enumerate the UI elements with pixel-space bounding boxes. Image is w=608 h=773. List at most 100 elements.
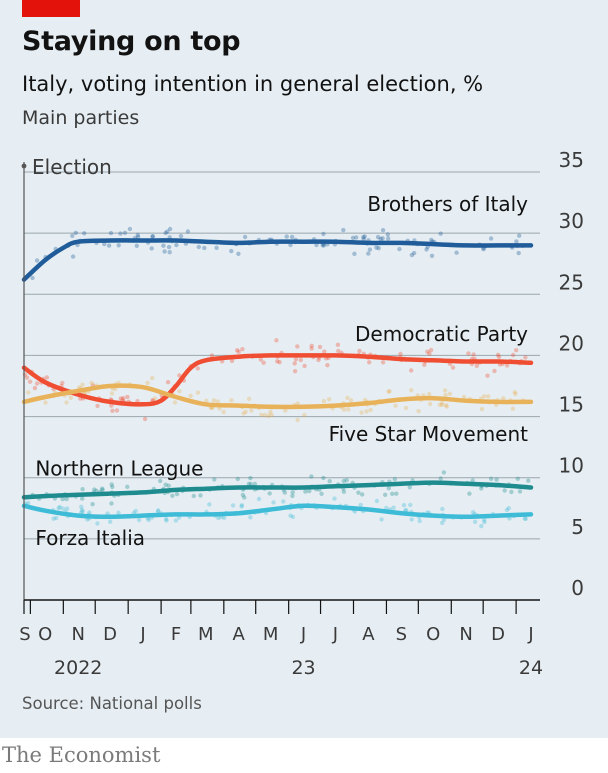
y-tick-label: 10	[559, 454, 584, 478]
forza-italia-poll-dot	[522, 516, 527, 521]
democratic-party-poll-dot	[510, 352, 516, 358]
five-star-movement-poll-dot	[416, 409, 421, 414]
forza-italia-poll-dot	[156, 508, 161, 513]
forza-italia-poll-dot	[440, 520, 445, 526]
democratic-party-poll-dot	[367, 360, 372, 365]
brothers-of-italy-poll-dot	[202, 245, 207, 251]
five-star-movement-poll-dot	[437, 402, 442, 407]
forza-italia-poll-dot	[26, 500, 31, 506]
five-star-movement-poll-dot	[341, 407, 347, 412]
northern-league-poll-dot	[526, 478, 531, 483]
northern-league-poll-dot	[252, 481, 258, 487]
northern-league-poll-dot	[110, 484, 115, 490]
five-star-movement-poll-dot	[486, 394, 491, 399]
series-labels: Brothers of Italy Democratic Party Five St…	[35, 192, 528, 550]
brothers-of-italy-poll-dot	[352, 251, 357, 256]
five-star-movement-poll-dot	[387, 389, 392, 394]
x-month-label: J	[300, 624, 306, 645]
y-tick-label: 25	[559, 270, 584, 294]
democratic-party-poll-dot	[236, 349, 241, 354]
forza-italia-poll-dot	[60, 506, 66, 511]
democratic-party-poll-dot	[322, 349, 327, 354]
brothers-of-italy-poll-dot	[488, 236, 494, 241]
x-month-label: J	[332, 624, 338, 645]
five-star-movement-poll-dot	[403, 405, 409, 411]
brothers-of-italy-poll-dot	[376, 246, 381, 251]
forza-italia-poll-dot	[155, 509, 161, 514]
democratic-party-poll-dot	[34, 381, 40, 386]
northern-league-poll-dot	[109, 501, 114, 506]
five-star-movement-poll-dot	[393, 403, 398, 408]
trend-lines	[21, 238, 534, 520]
forza-italia-poll-dot	[408, 502, 413, 508]
x-year-label: 2022	[54, 657, 102, 679]
brothers-of-italy-poll-dot	[517, 233, 522, 238]
northern-league-poll-dot	[517, 489, 523, 494]
five-star-movement-poll-dot	[461, 394, 467, 400]
northern-league-poll-dot	[467, 491, 472, 496]
chart-subtitle: Italy, voting intention in general elect…	[22, 72, 484, 96]
brothers-of-italy-poll-dot	[374, 245, 379, 250]
northern-league-poll-dot	[90, 502, 95, 507]
x-month-label: M	[198, 624, 214, 645]
democratic-party-poll-dot	[380, 360, 386, 365]
brothers-of-italy-poll-dot	[135, 234, 141, 240]
chart-title: Staying on top	[22, 26, 241, 57]
northern-league-poll-dot	[109, 482, 114, 487]
democratic-party-poll-dot	[523, 355, 528, 360]
five-star-movement-poll-dot	[364, 409, 369, 414]
northern-league-poll-dot	[248, 475, 253, 481]
five-star-movement-poll-dot	[243, 409, 248, 414]
democratic-party-poll-dot	[209, 353, 215, 358]
forza-italia-label: Forza Italia	[35, 526, 145, 550]
five-star-movement-poll-dot	[512, 389, 517, 395]
democratic-party-poll-dot	[195, 366, 200, 371]
democratic-party-poll-dot	[142, 416, 148, 422]
brothers-of-italy-poll-dot	[397, 246, 402, 252]
brothers-of-italy-poll-dot	[429, 253, 435, 258]
northern-league-poll-dot	[327, 479, 332, 484]
five-star-movement-poll-dot	[211, 398, 217, 403]
northern-league-poll-dot	[360, 492, 365, 497]
forza-italia-poll-dot	[256, 496, 262, 502]
forza-italia-poll-dot	[95, 521, 100, 526]
forza-italia-poll-dot	[230, 503, 236, 508]
five-star-movement-poll-dot	[439, 400, 445, 406]
forza-italia-poll-dot	[417, 518, 422, 524]
forza-italia-poll-dot	[482, 517, 487, 523]
northern-league-poll-dot	[502, 488, 507, 493]
brothers-of-italy-poll-dot	[174, 242, 179, 248]
democratic-party-poll-dot	[450, 365, 456, 370]
brothers-of-italy-poll-dot	[236, 251, 241, 256]
northern-league-poll-dot	[174, 491, 180, 497]
five-star-movement-poll-dot	[501, 396, 506, 401]
five-star-movement-poll-dot	[152, 396, 158, 401]
northern-league-poll-dot	[341, 478, 346, 484]
northern-league-poll-dot	[441, 470, 447, 475]
x-month-label: M	[263, 624, 279, 645]
forza-italia-poll-dot	[358, 502, 363, 508]
forza-italia-poll-dot	[482, 519, 487, 525]
forza-italia-poll-dot	[441, 517, 447, 522]
democratic-party-poll-dot	[229, 358, 235, 364]
northern-league-poll-dot	[509, 489, 514, 495]
forza-italia-poll-dot	[470, 510, 476, 515]
five-star-movement-poll-dot	[444, 404, 449, 409]
forza-italia-poll-dot	[472, 519, 478, 524]
x-month-label: S	[19, 624, 30, 645]
northern-league-poll-dot	[64, 496, 69, 502]
chart-panel	[0, 0, 608, 738]
northern-league-poll-dot	[470, 478, 475, 483]
northern-league-label: Northern League	[35, 456, 203, 480]
democratic-party-line	[21, 353, 534, 407]
five-star-movement-poll-dot	[386, 389, 391, 394]
democratic-party-poll-dot	[32, 385, 38, 391]
forza-italia-poll-dot	[239, 503, 245, 508]
northern-league-poll-dot	[386, 486, 391, 491]
x-year-label: 23	[291, 657, 315, 679]
democratic-party-label: Democratic Party	[355, 322, 528, 346]
northern-league-poll-dot	[321, 475, 326, 481]
forza-italia-poll-dot	[506, 506, 511, 511]
forza-italia-poll-dot	[116, 510, 121, 515]
five-star-movement-poll-dot	[513, 391, 518, 397]
